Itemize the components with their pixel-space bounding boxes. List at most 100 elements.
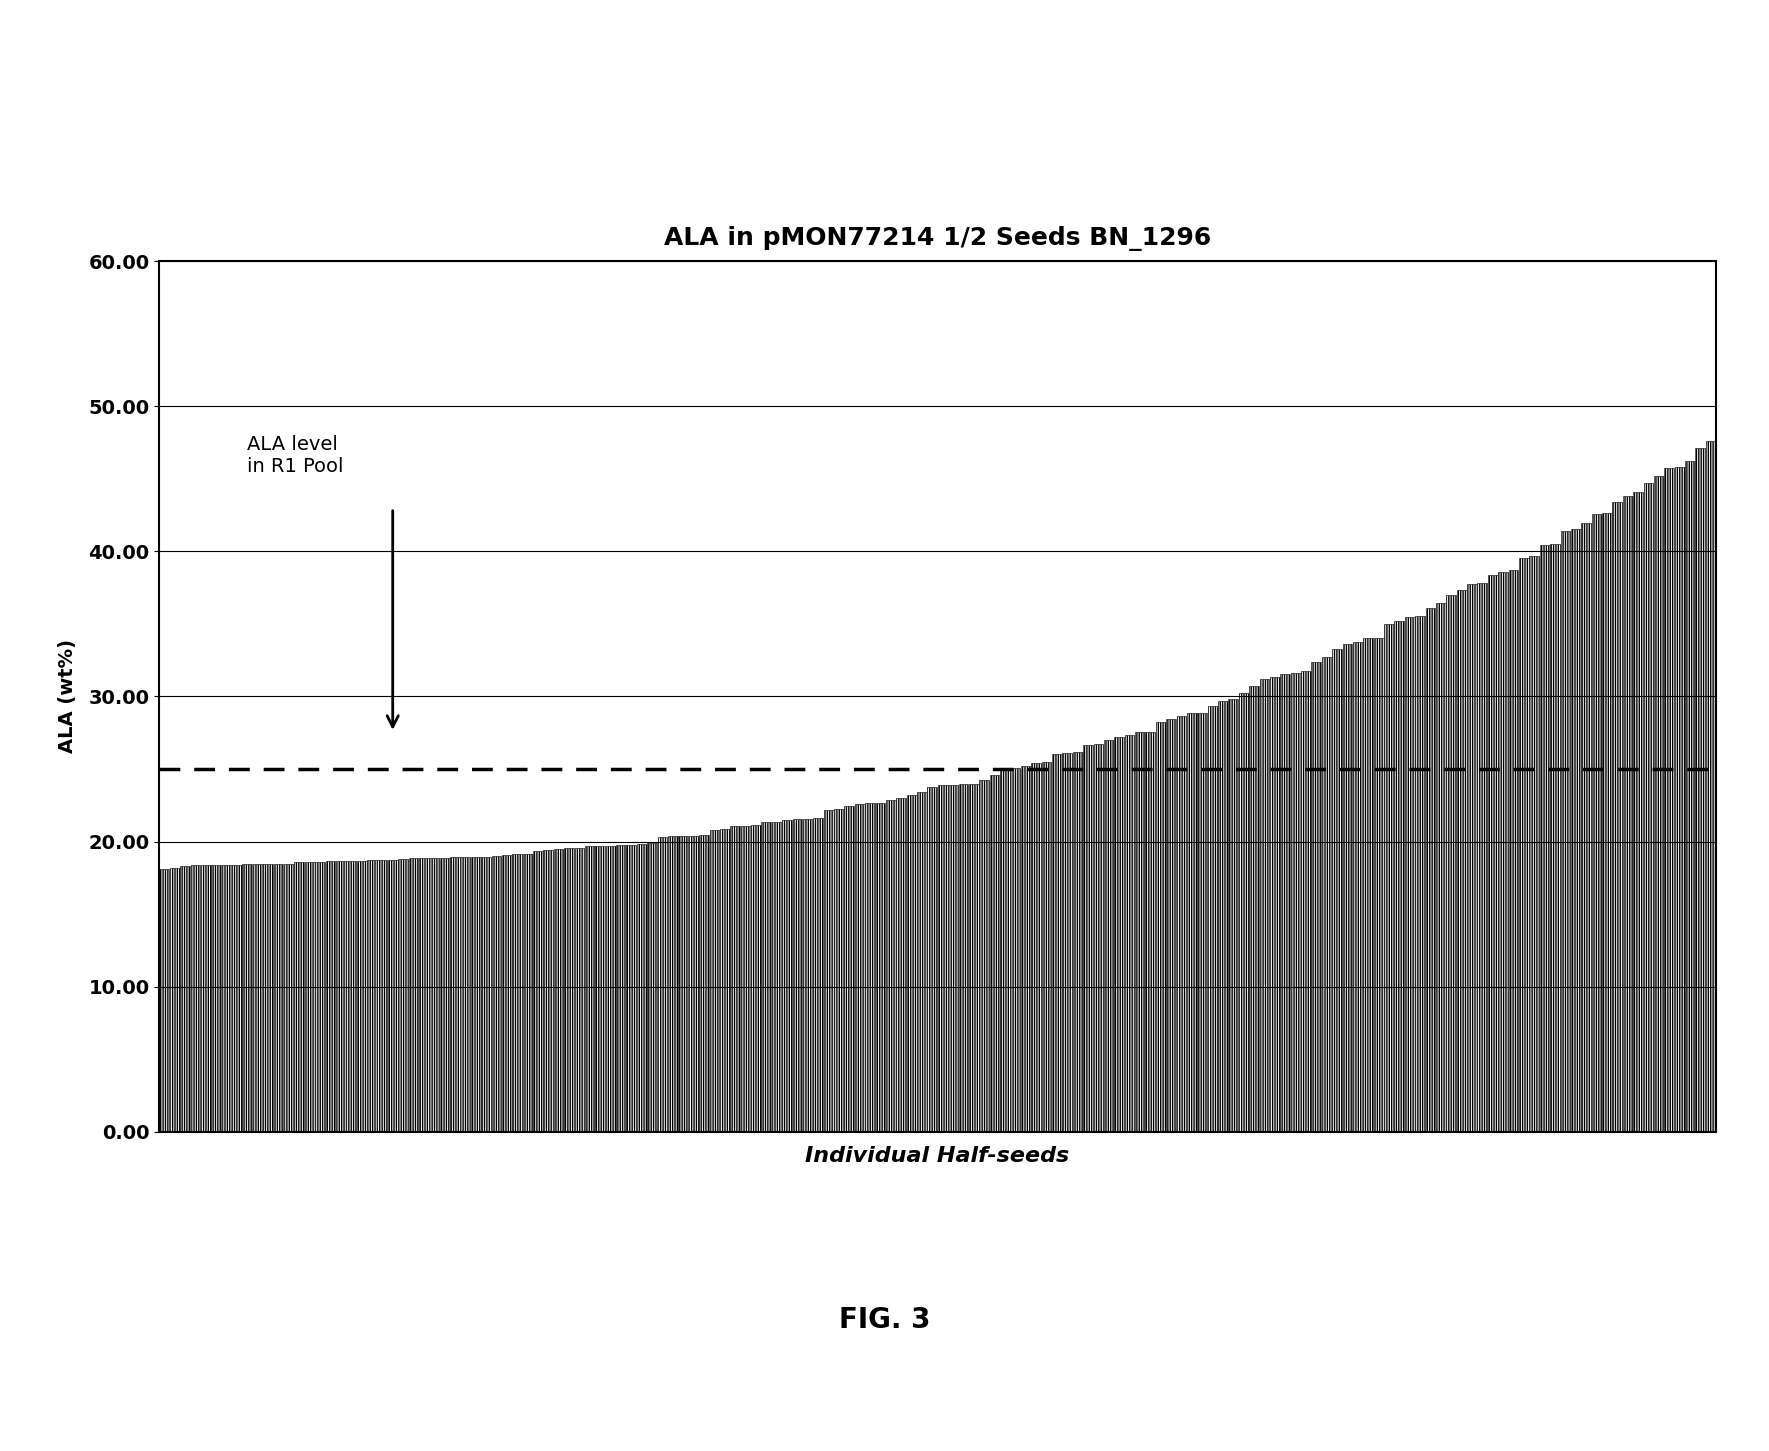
Bar bbox=[1383, 624, 1394, 1132]
Bar bbox=[1571, 530, 1581, 1132]
Bar bbox=[1415, 615, 1426, 1132]
Bar bbox=[1125, 736, 1134, 1132]
Bar bbox=[938, 785, 948, 1132]
Bar bbox=[1093, 744, 1104, 1132]
Bar bbox=[1550, 544, 1560, 1132]
Bar bbox=[232, 865, 242, 1132]
Bar bbox=[1300, 670, 1311, 1132]
Bar bbox=[1509, 570, 1518, 1132]
Bar bbox=[543, 850, 554, 1132]
Bar bbox=[1114, 737, 1123, 1132]
Y-axis label: ALA (wt%): ALA (wt%) bbox=[58, 640, 78, 753]
Bar bbox=[575, 847, 584, 1132]
Bar bbox=[999, 770, 1010, 1132]
Bar bbox=[1291, 673, 1300, 1132]
Bar bbox=[1394, 621, 1405, 1132]
Bar bbox=[1281, 675, 1290, 1132]
Bar bbox=[626, 844, 637, 1132]
Bar bbox=[720, 830, 731, 1132]
Bar bbox=[449, 858, 460, 1132]
Bar bbox=[1021, 766, 1031, 1132]
Bar bbox=[824, 810, 833, 1132]
Bar bbox=[1643, 483, 1654, 1132]
Bar bbox=[522, 855, 532, 1132]
Bar bbox=[502, 855, 511, 1132]
Bar bbox=[211, 865, 221, 1132]
Bar bbox=[1477, 583, 1488, 1132]
Bar bbox=[387, 859, 398, 1132]
Bar bbox=[678, 836, 688, 1132]
Bar bbox=[1208, 705, 1217, 1132]
Bar bbox=[285, 863, 294, 1132]
Bar bbox=[221, 865, 232, 1132]
Bar bbox=[833, 808, 844, 1132]
Bar bbox=[865, 802, 876, 1132]
Bar bbox=[1053, 753, 1061, 1132]
Bar bbox=[1228, 699, 1238, 1132]
Bar bbox=[752, 826, 761, 1132]
Bar bbox=[1633, 492, 1643, 1132]
Bar bbox=[304, 862, 315, 1132]
Bar bbox=[1592, 514, 1601, 1132]
X-axis label: Individual Half-seeds: Individual Half-seeds bbox=[805, 1146, 1070, 1165]
Bar bbox=[897, 798, 906, 1132]
Bar bbox=[253, 865, 264, 1132]
Bar bbox=[969, 784, 978, 1132]
Bar bbox=[513, 855, 522, 1132]
Bar bbox=[1603, 514, 1612, 1132]
Bar bbox=[637, 843, 647, 1132]
Bar bbox=[242, 865, 253, 1132]
Bar bbox=[1104, 740, 1114, 1132]
Bar bbox=[202, 865, 211, 1132]
Bar bbox=[481, 856, 492, 1132]
Bar bbox=[803, 818, 812, 1132]
Bar bbox=[1083, 746, 1093, 1132]
Bar bbox=[1166, 718, 1176, 1132]
Bar bbox=[1155, 723, 1166, 1132]
Bar bbox=[440, 858, 449, 1132]
Bar bbox=[366, 860, 377, 1132]
Bar bbox=[771, 821, 782, 1132]
Bar bbox=[647, 843, 656, 1132]
Bar bbox=[1375, 637, 1383, 1132]
Bar bbox=[159, 869, 170, 1132]
Bar bbox=[564, 849, 575, 1132]
Bar bbox=[1010, 768, 1021, 1132]
Bar bbox=[1456, 591, 1467, 1132]
Bar bbox=[959, 785, 968, 1132]
Bar bbox=[980, 779, 989, 1132]
Bar bbox=[782, 820, 793, 1132]
Bar bbox=[460, 858, 471, 1132]
Bar bbox=[886, 800, 895, 1132]
Bar bbox=[1405, 617, 1415, 1132]
Bar bbox=[927, 786, 938, 1132]
Bar bbox=[854, 804, 865, 1132]
Bar bbox=[1072, 753, 1083, 1132]
Bar bbox=[1219, 701, 1228, 1132]
Bar bbox=[1488, 575, 1498, 1132]
Bar bbox=[1467, 585, 1477, 1132]
Bar bbox=[844, 805, 854, 1132]
Bar bbox=[170, 869, 180, 1132]
Bar bbox=[1063, 753, 1072, 1132]
Text: FIG. 3: FIG. 3 bbox=[839, 1306, 930, 1335]
Bar bbox=[1622, 496, 1633, 1132]
Bar bbox=[1136, 733, 1145, 1132]
Bar bbox=[1530, 556, 1539, 1132]
Bar bbox=[336, 860, 345, 1132]
Bar bbox=[916, 792, 927, 1132]
Bar bbox=[586, 846, 594, 1132]
Bar bbox=[1447, 595, 1456, 1132]
Bar bbox=[1353, 641, 1362, 1132]
Bar bbox=[793, 818, 803, 1132]
Bar bbox=[357, 860, 366, 1132]
Bar bbox=[1311, 662, 1321, 1132]
Bar bbox=[1343, 644, 1353, 1132]
Bar bbox=[191, 865, 200, 1132]
Bar bbox=[554, 849, 564, 1132]
Bar bbox=[699, 834, 709, 1132]
Bar bbox=[1031, 763, 1042, 1132]
Bar bbox=[1539, 546, 1550, 1132]
Bar bbox=[325, 860, 336, 1132]
Bar bbox=[1238, 692, 1249, 1132]
